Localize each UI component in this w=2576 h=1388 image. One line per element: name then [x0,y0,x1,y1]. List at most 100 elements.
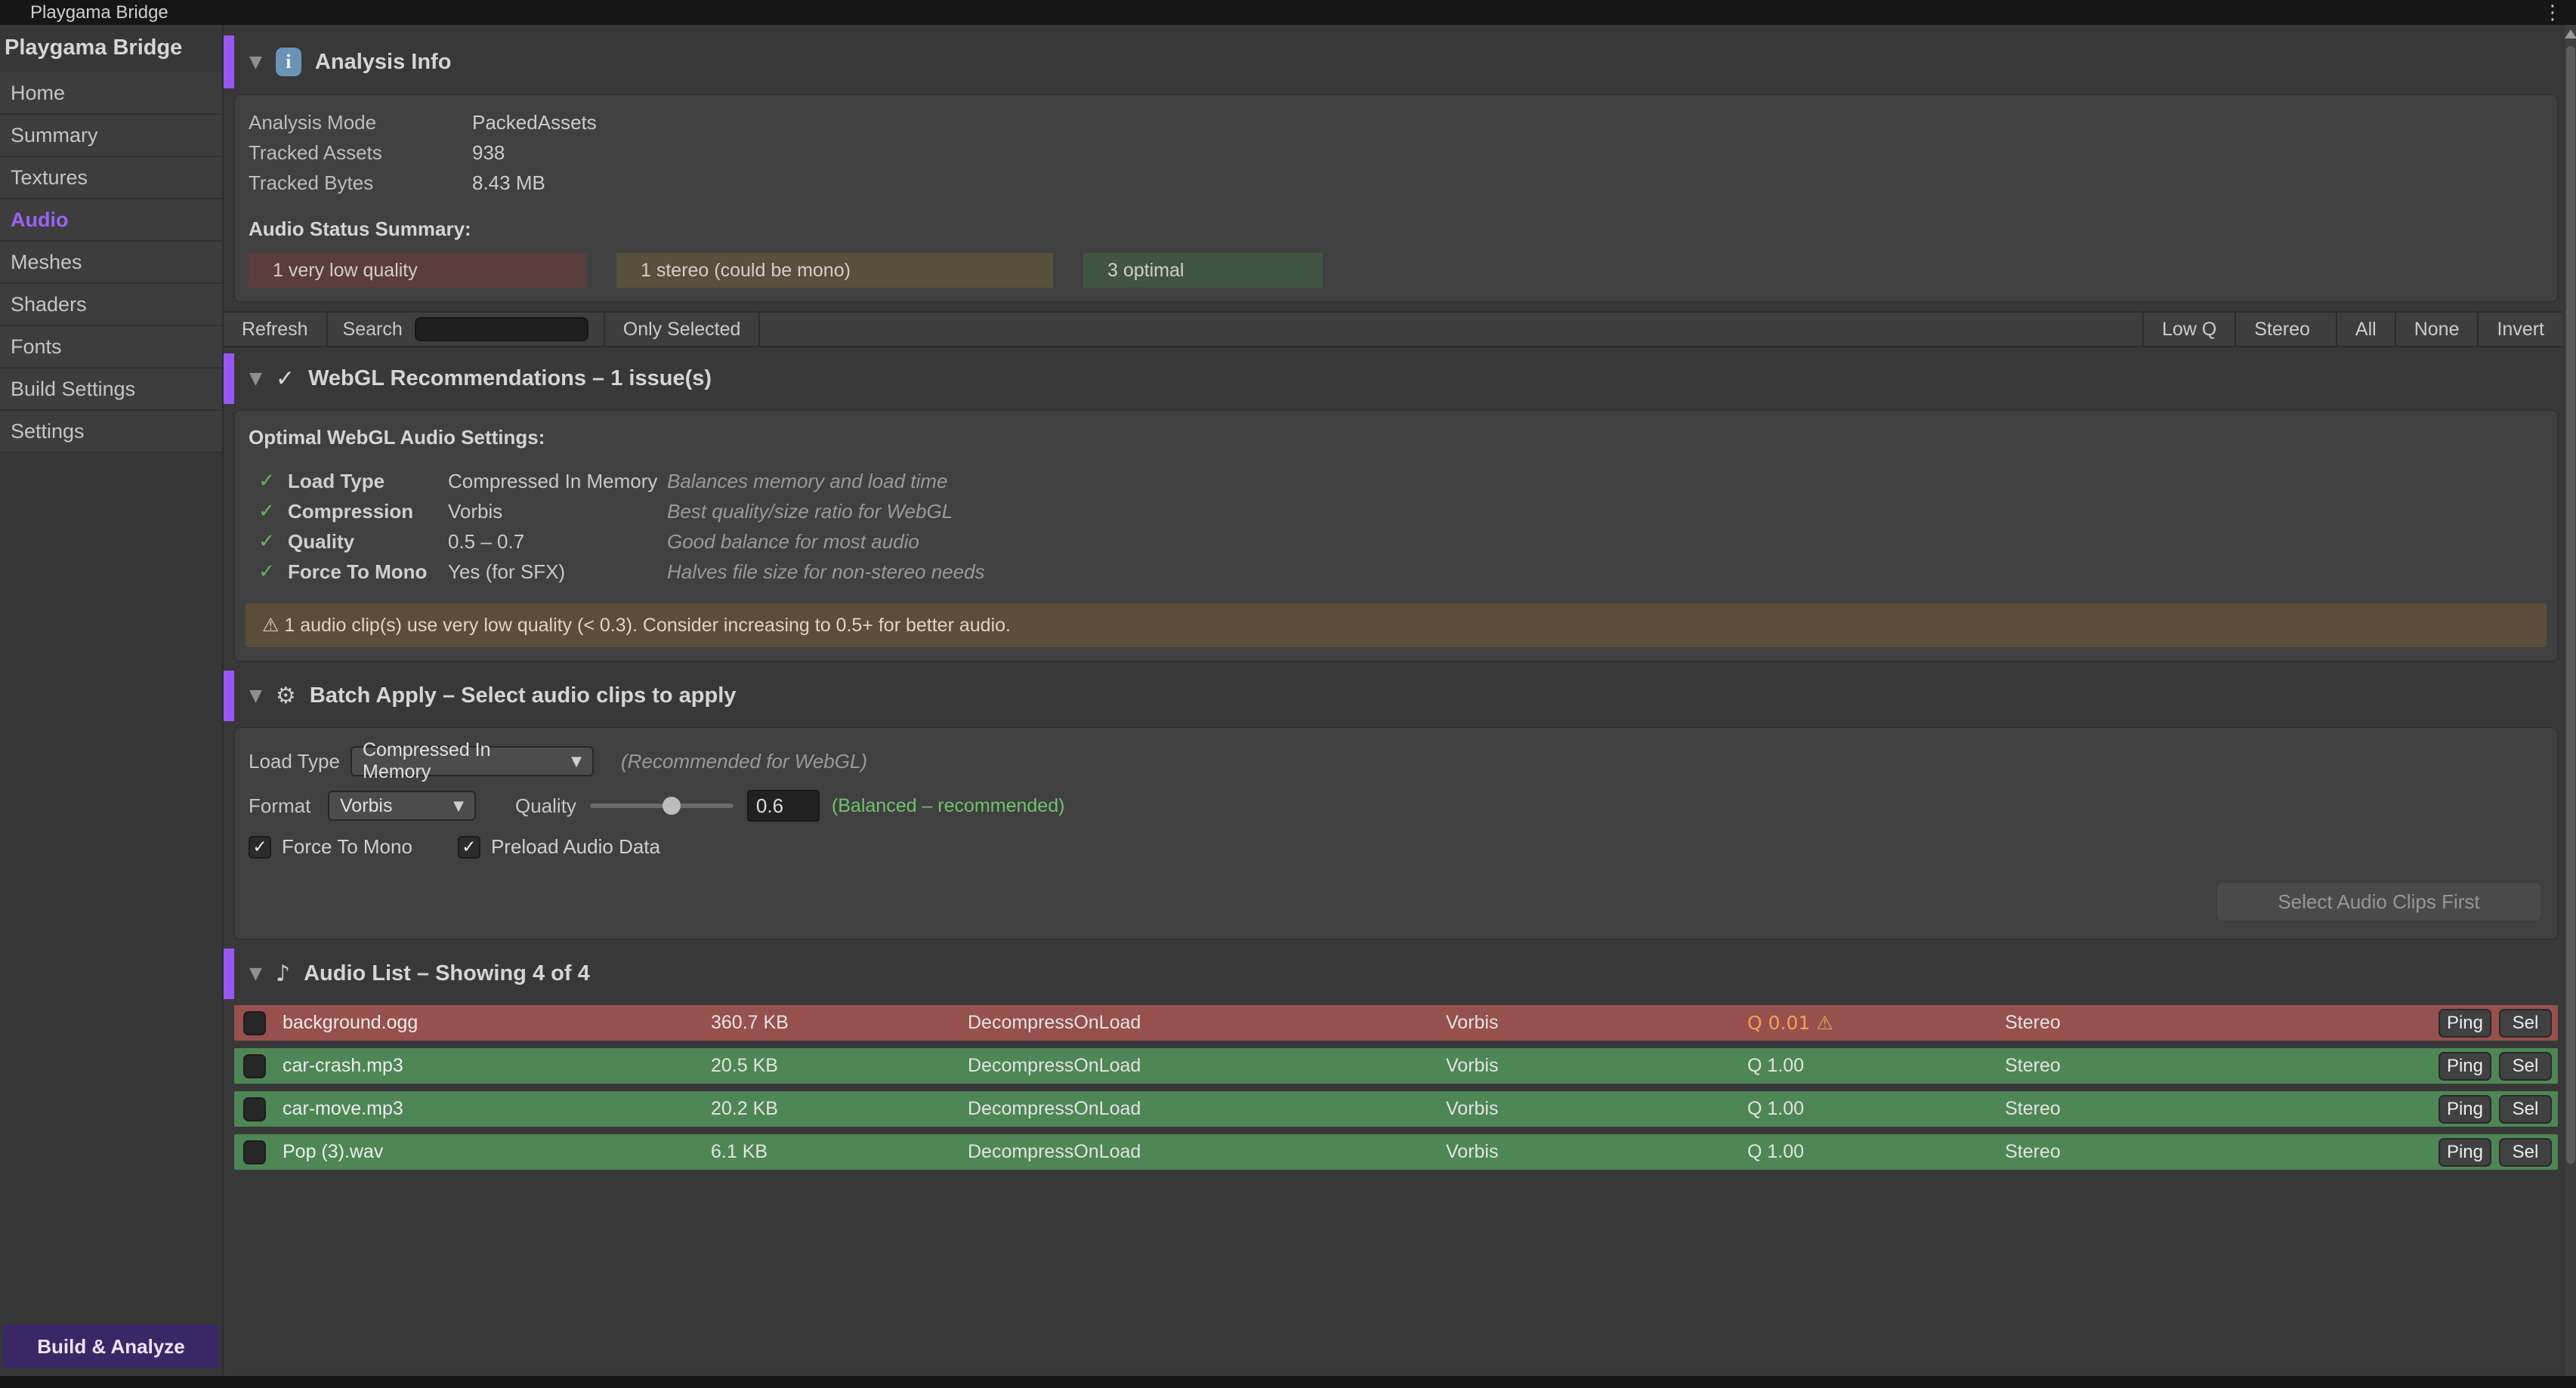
format-selected-value: Vorbis [340,794,393,816]
check-icon: ✓ [258,560,275,583]
row-checkbox[interactable] [243,1097,266,1121]
sidebar-item-home[interactable]: Home [0,72,222,115]
clip-name: Pop (3).wav [283,1141,384,1162]
clip-load-type: DecompressOnLoad [968,1055,1141,1076]
check-icon: ✓ [258,530,275,553]
clip-format: Vorbis [1446,1141,1499,1162]
recommendation-note: Good balance for most audio [667,529,919,553]
search-label: Search [342,318,403,340]
search-input[interactable] [414,317,588,341]
audio-row-background-ogg[interactable]: background.ogg 360.7 KB DecompressOnLoad… [234,1005,2558,1041]
clip-name: car-move.mp3 [283,1098,403,1119]
sidebar-item-label: Audio [11,208,69,231]
sidebar-item-audio[interactable]: Audio [0,199,222,242]
sidebar-item-label: Shaders [11,292,87,316]
clip-load-type: DecompressOnLoad [968,1098,1141,1119]
load-type-selected-value: Compressed In Memory [363,739,491,782]
clip-size: 6.1 KB [711,1141,768,1162]
select-invert-button[interactable]: Invert [2477,313,2562,346]
collapse-triangle-icon[interactable]: ▼ [249,686,262,705]
load-type-note: (Recommended for WebGL) [621,749,868,773]
audio-row-car-move-mp3[interactable]: car-move.mp3 20.2 KB DecompressOnLoad Vo… [234,1091,2558,1127]
row-checkbox[interactable] [243,1010,266,1035]
load-type-dropdown[interactable]: Compressed In Memory ▼ [351,739,594,782]
quality-note: (Balanced – recommended) [831,794,1065,816]
load-type-label: Load Type [249,749,340,773]
quality-label: Quality [515,794,576,817]
scroll-up-arrow-icon[interactable] [2565,29,2576,39]
audio-row-pop-3-wav[interactable]: Pop (3).wav 6.1 KB DecompressOnLoad Vorb… [234,1134,2558,1170]
analysis-label: Tracked Bytes [249,171,374,194]
sidebar-item-build-settings[interactable]: Build Settings [0,369,222,411]
sidebar-item-summary[interactable]: Summary [0,115,222,157]
webgl-recommendations-card: Optimal WebGL Audio Settings: ✓ Load Typ… [234,410,2558,662]
format-dropdown[interactable]: Vorbis ▼ [328,791,476,821]
recommendation-note: Best quality/size ratio for WebGL [667,499,953,523]
quality-slider-handle[interactable] [663,797,681,815]
sel-button[interactable]: Sel [2499,1051,2552,1081]
quality-value-field[interactable] [746,790,820,822]
recommendation-note: Halves file size for non-stereo needs [667,560,985,583]
sidebar-item-meshes[interactable]: Meshes [0,242,222,284]
analysis-row: Tracked Bytes 8.43 MB [242,168,2550,198]
clip-load-type: DecompressOnLoad [968,1141,1141,1162]
filter-stereo-button[interactable]: Stereo [2235,313,2328,346]
sidebar-item-textures[interactable]: Textures [0,157,222,199]
ping-button[interactable]: Ping [2439,1051,2491,1081]
sidebar-item-fonts[interactable]: Fonts [0,326,222,369]
audio-list: background.ogg 360.7 KB DecompressOnLoad… [234,1005,2558,1170]
sidebar-item-label: Fonts [11,335,62,358]
collapse-triangle-icon[interactable]: ▼ [249,369,262,388]
chevron-down-icon: ▼ [453,797,464,814]
only-selected-toggle[interactable]: Only Selected [605,313,761,346]
refresh-button[interactable]: Refresh [224,313,328,346]
clip-quality: Q 1.00 [1747,1055,1805,1076]
main-content: ▼ i Analysis Info Analysis Mode PackedAs… [224,25,2565,1376]
clip-format: Vorbis [1446,1055,1499,1076]
ping-button[interactable]: Ping [2439,1094,2491,1124]
sidebar-item-settings[interactable]: Settings [0,411,222,453]
build-and-analyze-button[interactable]: Build & Analyze [3,1325,219,1368]
preload-audio-data-checkbox[interactable]: ✓ Preload Audio Data [457,835,660,859]
analysis-value: 8.43 MB [472,171,545,194]
window-menu-icon[interactable]: ⋮ [2543,1,2562,24]
recommendation-row: ✓ Compression Vorbis Best quality/size r… [242,496,2550,526]
quality-slider[interactable] [589,797,734,815]
force-to-mono-checkbox[interactable]: ✓ Force To Mono [249,835,412,859]
recommendation-row: ✓ Load Type Compressed In Memory Balance… [242,466,2550,496]
filter-low-q-button[interactable]: Low Q [2142,313,2235,346]
low-quality-warning-banner: ⚠ 1 audio clip(s) use very low quality (… [246,603,2547,647]
recommendation-value: Compressed In Memory [448,469,658,492]
sel-button[interactable]: Sel [2499,1137,2552,1167]
vertical-scrollbar[interactable] [2565,25,2576,1376]
collapse-triangle-icon[interactable]: ▼ [249,964,262,983]
clip-size: 20.2 KB [711,1098,778,1119]
row-checkbox[interactable] [243,1053,266,1078]
collapse-triangle-icon[interactable]: ▼ [249,52,262,72]
select-all-button[interactable]: All [2335,313,2395,346]
section-title: WebGL Recommendations – 1 issue(s) [308,366,712,390]
section-header-webgl-recommendations: ▼ ✓ WebGL Recommendations – 1 issue(s) [224,353,2565,404]
clip-format: Vorbis [1446,1098,1499,1119]
sel-button[interactable]: Sel [2499,1008,2552,1038]
audio-status-summary-label: Audio Status Summary: [249,217,471,240]
clip-channels: Stereo [2005,1098,2061,1119]
section-header-analysis-info: ▼ i Analysis Info [224,35,2565,88]
audio-row-car-crash-mp3[interactable]: car-crash.mp3 20.5 KB DecompressOnLoad V… [234,1048,2558,1084]
select-audio-clips-first-button[interactable]: Select Audio Clips First [2216,881,2542,922]
row-checkbox[interactable] [243,1140,266,1164]
ping-button[interactable]: Ping [2439,1137,2491,1167]
section-accent-bar [224,353,234,404]
select-none-button[interactable]: None [2394,313,2478,346]
ping-button[interactable]: Ping [2439,1008,2491,1038]
window-bottom-edge [0,1376,2576,1388]
sidebar-item-shaders[interactable]: Shaders [0,284,222,326]
check-icon: ✓ [258,500,275,523]
search-group: Search [328,313,605,346]
recommendation-label: Compression [288,499,414,523]
gear-icon: ⚙ [275,683,296,709]
load-type-row: Load Type Compressed In Memory ▼ (Recomm… [249,739,2550,782]
analysis-label: Analysis Mode [249,110,377,134]
sel-button[interactable]: Sel [2499,1094,2552,1124]
scrollbar-thumb[interactable] [2566,46,2575,1164]
